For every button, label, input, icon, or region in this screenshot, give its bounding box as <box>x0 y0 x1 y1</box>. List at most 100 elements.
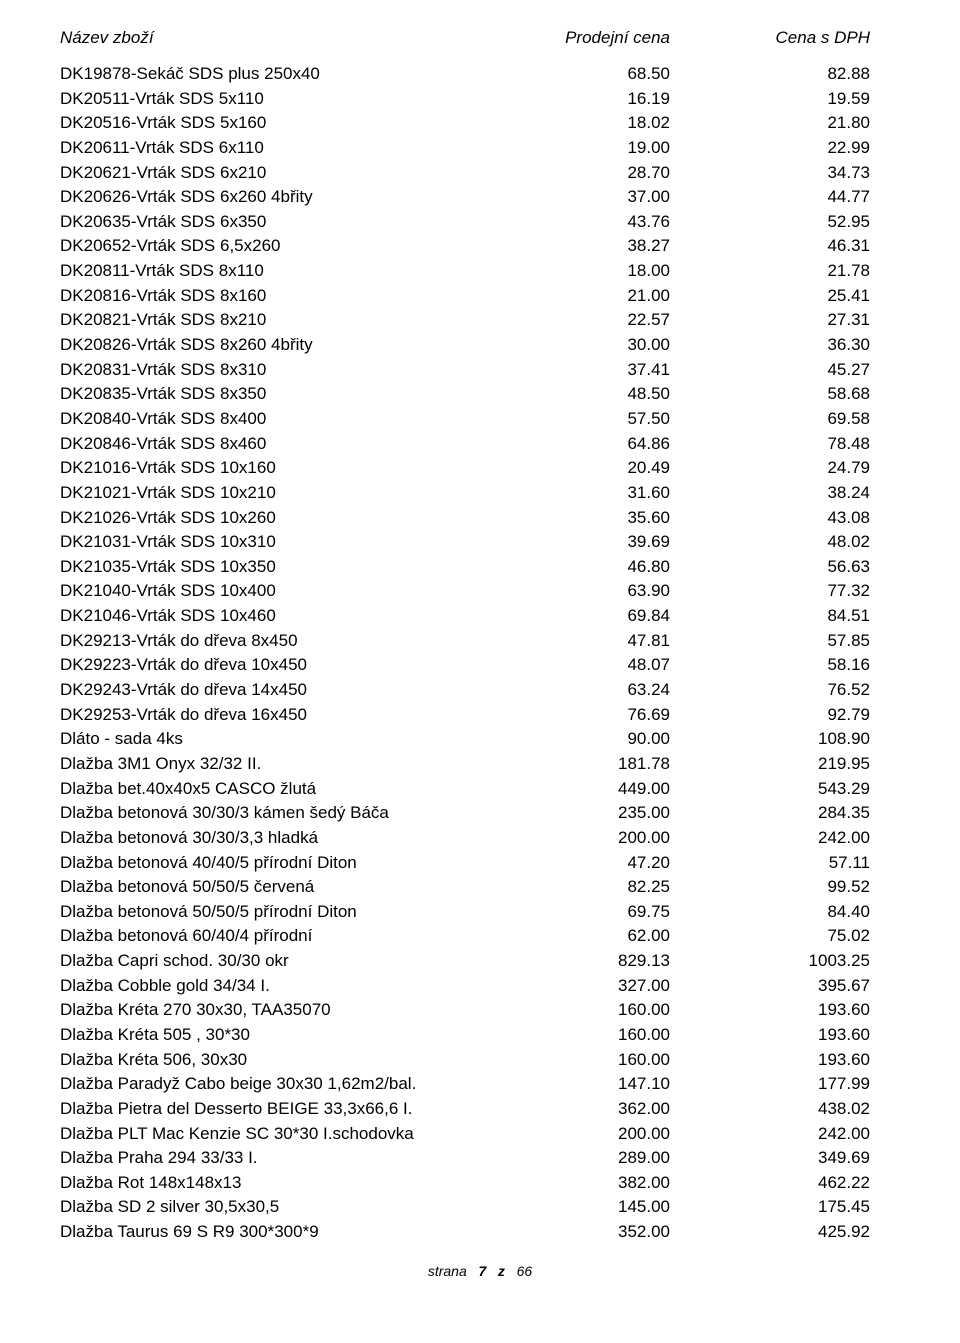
cell-price: 22.57 <box>490 308 670 333</box>
cell-vat: 34.73 <box>670 161 870 186</box>
cell-name: DK20635-Vrták SDS 6x350 <box>60 210 490 235</box>
cell-vat: 108.90 <box>670 727 870 752</box>
table-row: Dláto - sada 4ks90.00108.90 <box>60 727 900 752</box>
cell-vat: 24.79 <box>670 456 870 481</box>
cell-name: Dlažba Kréta 506, 30x30 <box>60 1048 490 1073</box>
table-row: Dlažba Capri schod. 30/30 okr829.131003.… <box>60 949 900 974</box>
table-row: DK20831-Vrták SDS 8x31037.4145.27 <box>60 358 900 383</box>
cell-vat: 43.08 <box>670 506 870 531</box>
cell-vat: 57.85 <box>670 629 870 654</box>
cell-price: 31.60 <box>490 481 670 506</box>
cell-name: DK29223-Vrták do dřeva 10x450 <box>60 653 490 678</box>
cell-vat: 193.60 <box>670 1048 870 1073</box>
table-header: Název zboží Prodejní cena Cena s DPH <box>60 28 900 48</box>
cell-vat: 69.58 <box>670 407 870 432</box>
cell-vat: 21.80 <box>670 111 870 136</box>
cell-name: DK29253-Vrták do dřeva 16x450 <box>60 703 490 728</box>
cell-name: DK21031-Vrták SDS 10x310 <box>60 530 490 555</box>
table-row: Dlažba betonová 60/40/4 přírodní62.0075.… <box>60 924 900 949</box>
cell-vat: 425.92 <box>670 1220 870 1245</box>
cell-name: DK20611-Vrták SDS 6x110 <box>60 136 490 161</box>
cell-price: 145.00 <box>490 1195 670 1220</box>
cell-name: DK21040-Vrták SDS 10x400 <box>60 579 490 604</box>
table-row: Dlažba betonová 40/40/5 přírodní Diton47… <box>60 851 900 876</box>
cell-vat: 58.68 <box>670 382 870 407</box>
header-vat: Cena s DPH <box>670 28 870 48</box>
cell-price: 48.50 <box>490 382 670 407</box>
cell-price: 43.76 <box>490 210 670 235</box>
table-row: DK21046-Vrták SDS 10x46069.8484.51 <box>60 604 900 629</box>
cell-vat: 36.30 <box>670 333 870 358</box>
cell-vat: 25.41 <box>670 284 870 309</box>
table-row: DK20826-Vrták SDS 8x260 4břity30.0036.30 <box>60 333 900 358</box>
cell-vat: 21.78 <box>670 259 870 284</box>
table-row: DK20840-Vrták SDS 8x40057.5069.58 <box>60 407 900 432</box>
cell-vat: 44.77 <box>670 185 870 210</box>
table-row: DK20611-Vrták SDS 6x11019.0022.99 <box>60 136 900 161</box>
cell-vat: 99.52 <box>670 875 870 900</box>
cell-name: Dlažba bet.40x40x5 CASCO žlutá <box>60 777 490 802</box>
cell-vat: 77.32 <box>670 579 870 604</box>
cell-price: 68.50 <box>490 62 670 87</box>
cell-vat: 48.02 <box>670 530 870 555</box>
table-row: Dlažba Praha 294 33/33 I.289.00349.69 <box>60 1146 900 1171</box>
footer-sep: z <box>498 1263 505 1279</box>
table-row: DK21016-Vrták SDS 10x16020.4924.79 <box>60 456 900 481</box>
cell-name: DK21046-Vrták SDS 10x460 <box>60 604 490 629</box>
cell-price: 38.27 <box>490 234 670 259</box>
cell-name: DK29213-Vrták do dřeva 8x450 <box>60 629 490 654</box>
cell-name: DK20652-Vrták SDS 6,5x260 <box>60 234 490 259</box>
cell-price: 63.24 <box>490 678 670 703</box>
cell-price: 63.90 <box>490 579 670 604</box>
cell-vat: 219.95 <box>670 752 870 777</box>
cell-vat: 193.60 <box>670 998 870 1023</box>
table-row: Dlažba betonová 50/50/5 červená82.2599.5… <box>60 875 900 900</box>
table-row: DK29253-Vrták do dřeva 16x45076.6992.79 <box>60 703 900 728</box>
cell-name: Dlažba betonová 40/40/5 přírodní Diton <box>60 851 490 876</box>
table-row: DK20511-Vrták SDS 5x11016.1919.59 <box>60 87 900 112</box>
cell-vat: 76.52 <box>670 678 870 703</box>
cell-name: Dláto - sada 4ks <box>60 727 490 752</box>
cell-name: DK19878-Sekáč SDS plus 250x40 <box>60 62 490 87</box>
cell-price: 18.02 <box>490 111 670 136</box>
cell-name: DK29243-Vrták do dřeva 14x450 <box>60 678 490 703</box>
header-price: Prodejní cena <box>490 28 670 48</box>
table-row: DK29243-Vrták do dřeva 14x45063.2476.52 <box>60 678 900 703</box>
cell-vat: 395.67 <box>670 974 870 999</box>
cell-price: 160.00 <box>490 998 670 1023</box>
table-row: Dlažba betonová 30/30/3,3 hladká200.0024… <box>60 826 900 851</box>
cell-name: Dlažba PLT Mac Kenzie SC 30*30 I.schodov… <box>60 1122 490 1147</box>
footer-label: strana <box>428 1263 467 1279</box>
cell-vat: 19.59 <box>670 87 870 112</box>
cell-price: 200.00 <box>490 1122 670 1147</box>
table-row: DK29223-Vrták do dřeva 10x45048.0758.16 <box>60 653 900 678</box>
cell-price: 90.00 <box>490 727 670 752</box>
cell-name: DK20835-Vrták SDS 8x350 <box>60 382 490 407</box>
table-row: Dlažba Kréta 506, 30x30160.00193.60 <box>60 1048 900 1073</box>
cell-price: 47.20 <box>490 851 670 876</box>
cell-price: 35.60 <box>490 506 670 531</box>
cell-vat: 543.29 <box>670 777 870 802</box>
cell-name: DK20840-Vrták SDS 8x400 <box>60 407 490 432</box>
cell-vat: 52.95 <box>670 210 870 235</box>
cell-vat: 22.99 <box>670 136 870 161</box>
cell-price: 39.69 <box>490 530 670 555</box>
cell-name: Dlažba Praha 294 33/33 I. <box>60 1146 490 1171</box>
cell-price: 82.25 <box>490 875 670 900</box>
cell-price: 200.00 <box>490 826 670 851</box>
cell-price: 47.81 <box>490 629 670 654</box>
cell-price: 46.80 <box>490 555 670 580</box>
cell-name: Dlažba Cobble gold 34/34 I. <box>60 974 490 999</box>
cell-price: 181.78 <box>490 752 670 777</box>
cell-name: Dlažba Kréta 505 , 30*30 <box>60 1023 490 1048</box>
cell-price: 37.00 <box>490 185 670 210</box>
cell-price: 16.19 <box>490 87 670 112</box>
cell-vat: 193.60 <box>670 1023 870 1048</box>
table-row: DK20621-Vrták SDS 6x21028.7034.73 <box>60 161 900 186</box>
cell-vat: 242.00 <box>670 826 870 851</box>
cell-name: Dlažba Paradyž Cabo beige 30x30 1,62m2/b… <box>60 1072 490 1097</box>
cell-name: DK21035-Vrták SDS 10x350 <box>60 555 490 580</box>
cell-price: 69.75 <box>490 900 670 925</box>
table-row: Dlažba 3M1 Onyx 32/32 II.181.78219.95 <box>60 752 900 777</box>
cell-name: Dlažba betonová 30/30/3,3 hladká <box>60 826 490 851</box>
